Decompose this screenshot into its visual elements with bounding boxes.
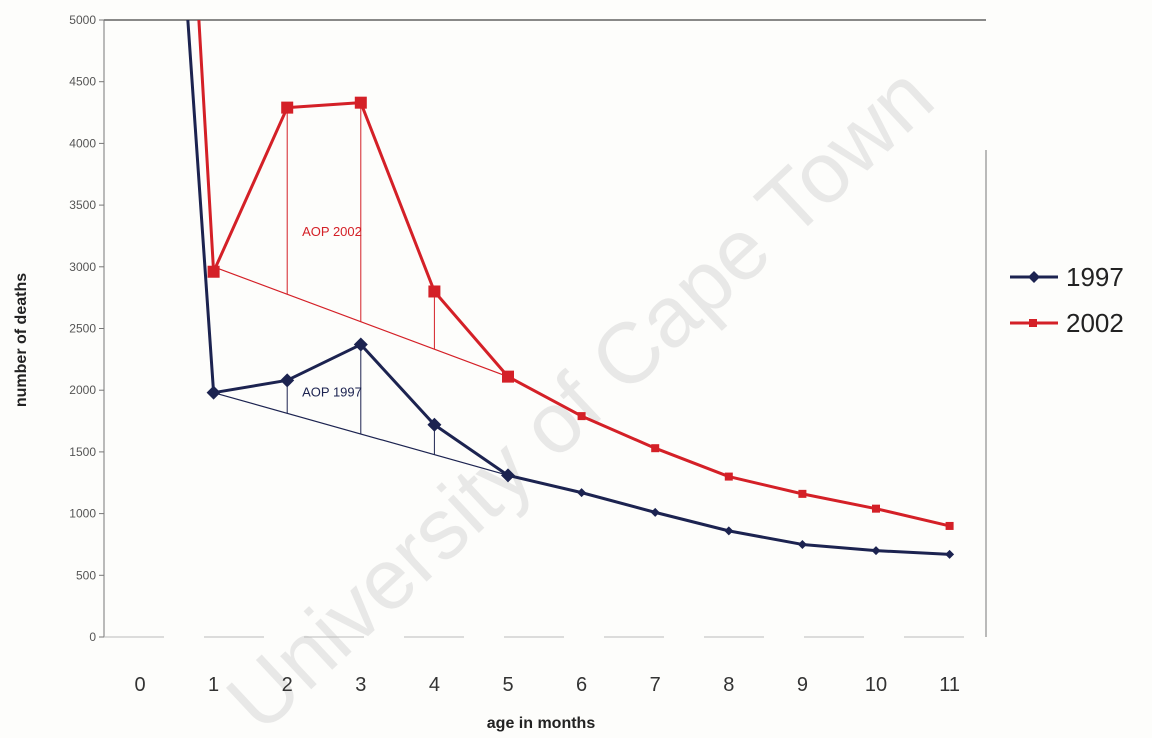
y-tick-label: 4000	[69, 136, 96, 150]
legend-label-2002: 2002	[1066, 308, 1124, 338]
x-tick-label: 9	[797, 674, 808, 696]
data-point-2002	[354, 96, 367, 109]
y-tick-label: 5000	[69, 13, 96, 27]
y-tick-label: 3000	[69, 260, 96, 274]
data-point-2002	[872, 504, 880, 513]
aop-label: AOP 2002	[302, 224, 362, 239]
data-point-2002	[281, 101, 294, 114]
y-tick-label: 4500	[69, 75, 96, 89]
legend-marker-1997	[1028, 271, 1040, 283]
data-point-1997	[797, 539, 807, 549]
data-point-2002	[724, 472, 733, 481]
series-1997	[186, 20, 955, 559]
x-tick-label: 5	[502, 674, 513, 696]
y-tick-label: 1500	[69, 445, 96, 459]
x-axis-ticks: 0 1 2 3 4 5 6 7 8 9 10 11	[134, 674, 960, 696]
data-point-2002	[502, 370, 514, 383]
y-tick-label: 2000	[69, 383, 96, 397]
x-tick-label: 1	[208, 674, 219, 696]
data-point-2002	[428, 285, 441, 298]
aop-baseline	[213, 392, 509, 476]
data-point-2002	[798, 489, 807, 498]
x-tick-label: 4	[429, 674, 440, 696]
y-axis-title: number of deaths	[13, 273, 30, 407]
data-point-1997	[577, 488, 587, 498]
y-tick-label: 0	[89, 630, 96, 644]
data-point-2002	[577, 412, 586, 421]
x-tick-label: 6	[576, 674, 587, 696]
legend-label-1997: 1997	[1066, 262, 1124, 292]
series-line-1997	[186, 20, 950, 556]
x-tick-label: 0	[134, 674, 145, 696]
data-point-1997	[724, 526, 734, 536]
data-point-2002	[651, 444, 660, 453]
x-tick-label: 11	[939, 674, 960, 696]
data-point-1997	[427, 417, 442, 432]
series-layer	[186, 20, 955, 559]
x-axis-title: age in months	[487, 715, 596, 732]
data-point-1997	[280, 373, 295, 388]
data-point-1997	[945, 549, 955, 559]
y-axis-ticks: 0 500 1000 1500 2000 2500 3000 3500 4000 4500 5000	[69, 13, 104, 644]
data-point-1997	[353, 337, 368, 352]
y-tick-label: 1000	[69, 507, 96, 521]
legend: 1997 2002	[1010, 262, 1124, 338]
x-tick-label: 2	[282, 674, 293, 696]
legend-marker-2002	[1029, 319, 1037, 327]
data-point-2002	[207, 265, 220, 278]
aop-annotations: AOP 2002 AOP 1997	[213, 102, 509, 476]
data-point-1997	[871, 546, 881, 556]
data-point-1997	[206, 385, 221, 400]
y-tick-label: 3500	[69, 198, 96, 212]
y-tick-label: 500	[76, 568, 96, 582]
series-line-2002	[197, 20, 950, 528]
x-tick-label: 3	[355, 674, 366, 696]
x-tick-label: 8	[723, 674, 734, 696]
data-point-1997	[501, 468, 515, 483]
data-point-2002	[945, 521, 954, 530]
y-tick-label: 2500	[69, 322, 96, 336]
aop-label: AOP 1997	[302, 384, 362, 399]
data-point-1997	[650, 507, 660, 517]
x-tick-label: 10	[865, 674, 887, 696]
series-2002	[197, 20, 954, 530]
x-tick-label: 7	[650, 674, 661, 696]
